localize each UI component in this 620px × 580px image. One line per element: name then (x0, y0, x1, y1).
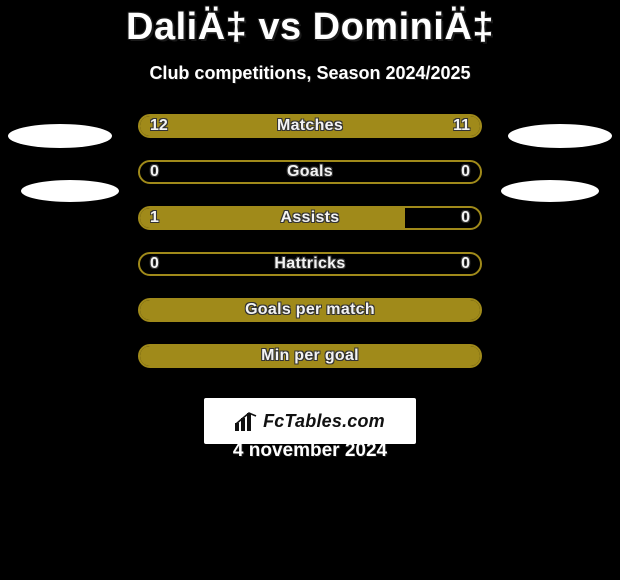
bar-chart-icon (235, 411, 257, 431)
decorative-ellipse (501, 180, 599, 202)
stat-row: 10Assists (138, 206, 482, 230)
stat-label: Min per goal (140, 346, 480, 366)
subtitle: Club competitions, Season 2024/2025 (0, 63, 620, 84)
stat-label: Goals (140, 162, 480, 182)
stat-rows: 1211Matches 00Goals 10Assists 00Hattricks Go… (0, 114, 620, 368)
decorative-ellipse (21, 180, 119, 202)
source-badge[interactable]: FcTables.com (204, 398, 416, 444)
decorative-ellipse (508, 124, 612, 148)
source-badge-text: FcTables.com (263, 411, 385, 432)
comparison-widget: DaliÄ‡ vs DominiÄ‡ Club competitions, Se… (0, 0, 620, 580)
stat-row: 00Goals (138, 160, 482, 184)
stat-label: Goals per match (140, 300, 480, 320)
decorative-ellipse (8, 124, 112, 148)
stat-row: Min per goal (138, 344, 482, 368)
page-title: DaliÄ‡ vs DominiÄ‡ (0, 0, 620, 49)
stat-label: Matches (140, 116, 480, 136)
stat-label: Hattricks (140, 254, 480, 274)
stat-row: Goals per match (138, 298, 482, 322)
stat-row: 1211Matches (138, 114, 482, 138)
stat-label: Assists (140, 208, 480, 228)
stat-row: 00Hattricks (138, 252, 482, 276)
